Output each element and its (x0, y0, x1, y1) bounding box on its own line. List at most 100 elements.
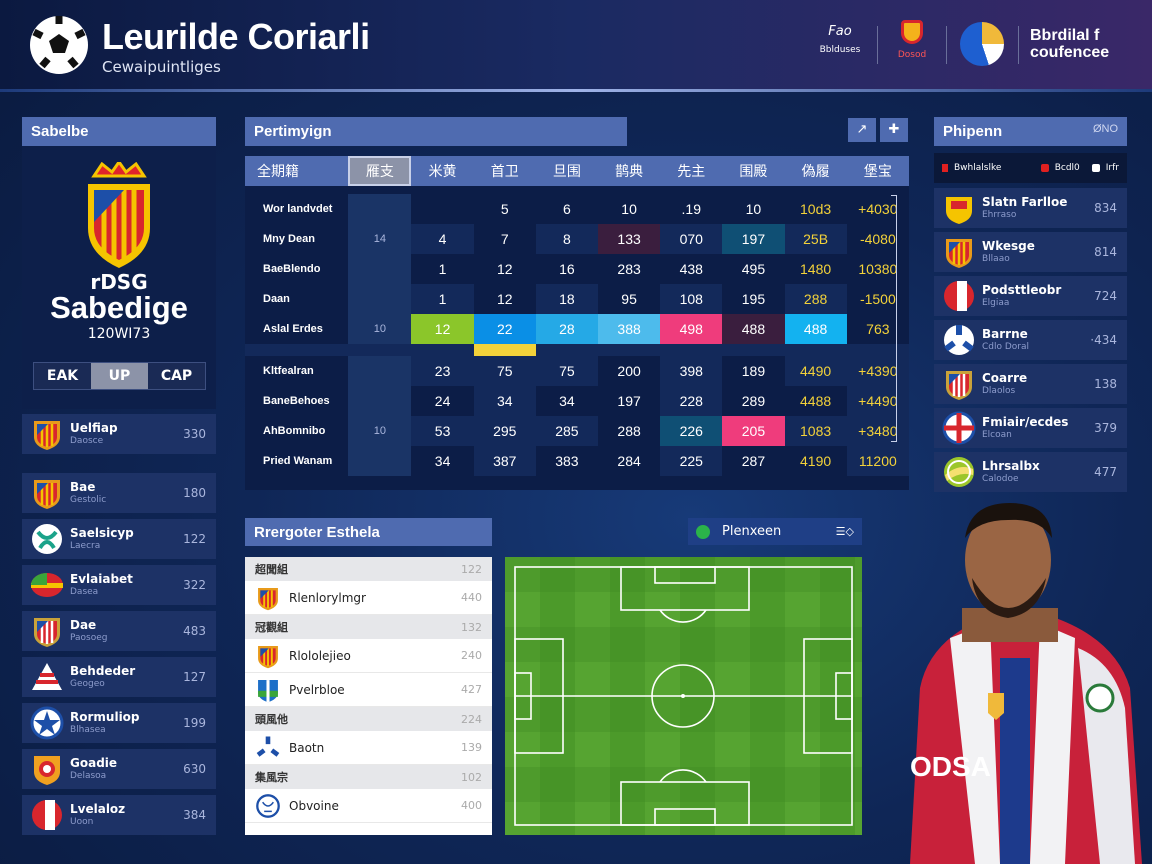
table-cell: 133 (598, 224, 661, 254)
stats-table: 全期籍 雁支 米黄 首卫 旦围 鹊典 先主 围殿 偽履 堡宝 Wor landvdet 5 6 10.… (245, 156, 909, 476)
circle-green-icon (30, 522, 64, 556)
list-item[interactable]: Obvoine 400 (245, 789, 492, 823)
row-label: Pried Wanam (263, 455, 333, 467)
table-cell: 11200 (846, 446, 909, 476)
table-cell: 10 (745, 201, 762, 217)
item-value: 384 (183, 808, 206, 822)
list-item[interactable]: Slatn Farlloe Ehrraso 834 (934, 188, 1127, 228)
list-item[interactable]: Lvelaloz Uoon 384 (22, 795, 216, 835)
item-value: 814 (1094, 245, 1117, 259)
column-header[interactable]: 全期籍 (245, 156, 349, 186)
table-cell: 23 (411, 356, 474, 386)
entry-value: 139 (461, 741, 482, 754)
item-subtitle: Cdlo Doral (982, 342, 1030, 352)
crest-blue-icon (30, 614, 64, 648)
app-title: Leurilde Coriarli (102, 16, 370, 57)
brand-line: Bbrdilal f (1030, 27, 1100, 44)
sponsor-logo-1: Fao Bblduses (815, 24, 865, 55)
player-photo: ODSA (910, 503, 1142, 864)
table-row[interactable]: BaeBlendo 1 12 16 283 438 495 1480 10380 (245, 254, 909, 284)
row-group: 10 (348, 314, 412, 344)
column-header[interactable]: 偽履 (784, 156, 847, 186)
club-tabs: EAK UP CAP (33, 362, 206, 390)
column-header[interactable]: 旦围 (535, 156, 598, 186)
entry-value: 122 (461, 562, 482, 576)
list-item[interactable]: Goadie Delasoa 630 (22, 749, 216, 789)
table-cell: 295 (473, 416, 536, 446)
tab-cap[interactable]: CAP (160, 368, 193, 384)
table-cell: 8 (535, 224, 598, 254)
list-item[interactable]: Saelsicyp Laecra 122 (22, 519, 216, 559)
item-name: Behdeder (70, 664, 136, 678)
table-row[interactable]: Wor landvdet 5 6 10 .19 10 10d3 +4030 (245, 194, 909, 224)
table-row[interactable]: BaneBehoes 24 34 34 197 228 289 4488 +4490 (245, 386, 909, 416)
list-item[interactable]: Baotn 139 (245, 731, 492, 765)
table-row[interactable]: AhBomnibo 10 53 295 285 288 226 205 1083 +3480 (245, 416, 909, 446)
list-item[interactable]: Rlololejieo 240 (245, 639, 492, 673)
list-item[interactable]: Pvelrbloe 427 (245, 673, 492, 707)
tab-up[interactable]: UP (91, 363, 148, 389)
item-value: 180 (183, 486, 206, 500)
row-group (348, 356, 412, 386)
tab-eak[interactable]: EAK (46, 368, 79, 384)
legend-label: Bwhlalslke (954, 163, 1002, 173)
entry-label: 頭風他 (255, 713, 288, 726)
list-item[interactable]: Dae Paosoeg 483 (22, 611, 216, 651)
list-item[interactable]: Fmiair/ecdes Elcoan 379 (934, 408, 1127, 448)
list-item[interactable]: Podsttleobr Elgiaa 724 (934, 276, 1127, 316)
item-subtitle: Dasea (70, 587, 99, 597)
table-row[interactable]: Daan 1 12 18 95 108 195 288 -1500 (245, 284, 909, 314)
column-header[interactable]: 雁支 (348, 156, 412, 186)
entry-label: 集風宗 (255, 771, 288, 784)
table-cell: 25B (784, 224, 847, 254)
brand-text: Bbrdilal f coufencee (1030, 27, 1109, 61)
list-item[interactable]: Barrne Cdlo Doral ·434 (934, 320, 1127, 360)
item-name: Saelsicyp (70, 526, 134, 540)
table-row[interactable]: Mny Dean 14 4 7 8 133 070 197 25B -4080 (245, 224, 909, 254)
club-crest-icon (88, 162, 150, 268)
list-item[interactable]: Rormuliop Blhasea 199 (22, 703, 216, 743)
list-item[interactable]: Bae Gestolic 180 (22, 473, 216, 513)
table-cell: 488 (784, 314, 847, 344)
entry-value: 440 (461, 591, 482, 604)
item-subtitle: Elgiaa (982, 298, 1010, 308)
row-label: Kltfealran (263, 365, 314, 377)
legend-swatch (942, 164, 948, 172)
list-item[interactable]: Coarre Dlaolos 138 (934, 364, 1127, 404)
table-cell: 34 (434, 453, 451, 469)
item-value: 477 (1094, 465, 1117, 479)
list-group-header: 超聞組 122 (245, 557, 492, 581)
range-bracket (891, 195, 897, 442)
entry-label: Rlololejieo (289, 648, 351, 663)
table-cell: 4488 (800, 393, 832, 409)
item-subtitle: Delasoa (70, 771, 107, 781)
table-row[interactable]: Pried Wanam 34 387 383 284 225 287 4190 11200 (245, 446, 909, 476)
expand-button[interactable]: ✚ (880, 118, 908, 142)
list-item[interactable]: Evlaiabet Dasea 322 (22, 565, 216, 605)
list-item[interactable]: Wkesge Bllaao 814 (934, 232, 1127, 272)
table-cell: 195 (741, 291, 766, 307)
menu-icon[interactable]: ☰◇ (835, 525, 854, 538)
row-label: BaneBehoes (263, 395, 330, 407)
column-header[interactable]: 堡宝 (846, 156, 909, 186)
column-header[interactable]: 米黄 (411, 156, 474, 186)
table-cell: 24 (434, 393, 451, 409)
column-header[interactable]: 首卫 (473, 156, 536, 186)
share-button[interactable]: ↗ (848, 118, 876, 142)
row-group (348, 194, 412, 224)
column-header[interactable]: 先主 (660, 156, 723, 186)
crest-stripes-icon (30, 476, 64, 510)
table-cell: 283 (617, 261, 641, 277)
list-item[interactable]: Lhrsalbx Calodoe 477 (934, 452, 1127, 492)
table-row[interactable]: Aslal Erdes 10 12 22 28 388 498 488 488 763 (245, 314, 909, 344)
list-item[interactable]: Rlenlorylmgr 440 (245, 581, 492, 615)
table-cell: 289 (741, 393, 766, 409)
list-item[interactable]: Behdeder Geogeo 127 (22, 657, 216, 697)
table-row[interactable]: Kltfealran 23 75 75 200 398 189 4490 +4390 (245, 356, 909, 386)
list-item[interactable]: Uelfiap Daosce 330 (22, 414, 216, 454)
column-header[interactable]: 鹊典 (598, 156, 661, 186)
item-name: Goadie (70, 756, 118, 770)
column-header[interactable]: 围殿 (722, 156, 785, 186)
table-cell: +4490 (846, 386, 909, 416)
table-cell: 10 (621, 201, 637, 217)
